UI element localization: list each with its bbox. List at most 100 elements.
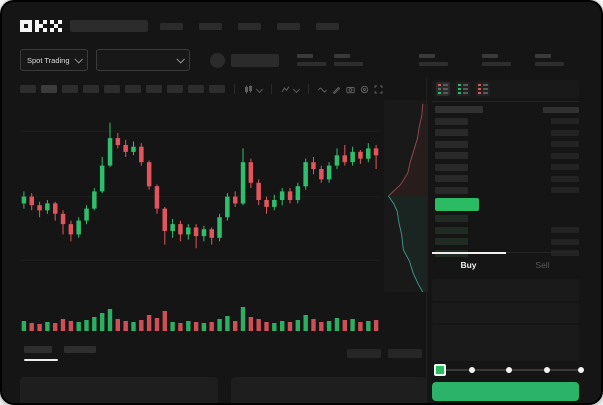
- bid-row[interactable]: [435, 236, 579, 248]
- fullscreen-icon[interactable]: [374, 85, 383, 94]
- price-placeholder: [435, 215, 468, 223]
- stat-label-placeholder: [481, 54, 498, 58]
- ask-row[interactable]: [435, 127, 579, 139]
- timeframe-button-placeholder[interactable]: [41, 85, 57, 93]
- book-icon-cell: [458, 87, 461, 91]
- timeframe-button-placeholder[interactable]: [167, 85, 183, 93]
- amount-placeholder: [551, 118, 579, 125]
- price-placeholder: [435, 238, 468, 246]
- timeframe-button-placeholder[interactable]: [104, 85, 120, 93]
- logo-glyph-X: [50, 20, 62, 32]
- amount-percent-slider[interactable]: [434, 364, 584, 376]
- amount-placeholder: [543, 106, 579, 113]
- book-asks-only-icon[interactable]: [476, 82, 490, 96]
- nav-item-placeholder[interactable]: [160, 22, 183, 30]
- book-header-row[interactable]: [435, 104, 579, 116]
- line-tools-icon[interactable]: [318, 85, 327, 94]
- indicators-icon[interactable]: [281, 85, 301, 94]
- coin-avatar: [209, 52, 225, 68]
- book-icon-line: [482, 92, 488, 94]
- market-stat-placeholder: [534, 54, 564, 66]
- slider-stop[interactable]: [468, 367, 475, 373]
- market-bar: Spot Trading: [20, 48, 583, 72]
- slider-stop[interactable]: [543, 367, 550, 373]
- draw-icon[interactable]: [332, 85, 341, 94]
- price-input[interactable]: [432, 279, 579, 301]
- nav-item-placeholder[interactable]: [277, 22, 300, 30]
- candle-type-icon[interactable]: [244, 85, 264, 94]
- divider: [432, 101, 579, 102]
- tab-sell[interactable]: Sell: [535, 260, 550, 270]
- stat-value-placeholder: [418, 62, 448, 66]
- timeframe-button-placeholder[interactable]: [209, 85, 225, 93]
- pair-select[interactable]: [95, 49, 190, 71]
- settings-icon[interactable]: [360, 85, 369, 94]
- market-type-select[interactable]: Spot Trading: [20, 49, 88, 71]
- timeframe-button-placeholder[interactable]: [188, 85, 204, 93]
- okx-logo[interactable]: [20, 20, 62, 32]
- timeframe-button-placeholder[interactable]: [125, 85, 141, 93]
- slider-stop[interactable]: [578, 367, 584, 373]
- book-icon-line: [462, 92, 468, 94]
- bid-row[interactable]: [435, 225, 579, 237]
- toolbar-separator: [271, 84, 272, 94]
- book-icon-row: [478, 83, 488, 87]
- chart-area[interactable]: [20, 100, 428, 361]
- amount-input[interactable]: [432, 303, 579, 323]
- toolbar-separator: [308, 84, 309, 94]
- logo-glyph-O: [20, 20, 32, 32]
- ask-row[interactable]: [435, 150, 579, 162]
- ask-row[interactable]: [435, 162, 579, 174]
- bid-row[interactable]: [435, 213, 579, 225]
- nav-item-placeholder[interactable]: [199, 22, 222, 30]
- timeframe-button-placeholder[interactable]: [146, 85, 162, 93]
- book-both-sides-icon[interactable]: [436, 82, 450, 96]
- candlestick-chart[interactable]: [20, 100, 380, 295]
- nav-item-placeholder[interactable]: [316, 22, 339, 30]
- book-icon-row: [458, 87, 468, 91]
- price-placeholder: [435, 175, 468, 183]
- book-icon-cell: [438, 87, 441, 91]
- chart-tab-placeholder[interactable]: [64, 346, 96, 353]
- amount-placeholder: [551, 238, 579, 245]
- ask-row[interactable]: [435, 116, 579, 128]
- amount-placeholder: [551, 250, 579, 257]
- book-icon-cell: [478, 91, 481, 95]
- book-icon-cell: [438, 91, 441, 95]
- search-input[interactable]: [70, 20, 148, 32]
- price-placeholder: [435, 140, 468, 148]
- nav-item-placeholder[interactable]: [238, 22, 261, 30]
- timeframe-button-placeholder[interactable]: [20, 85, 36, 93]
- total-input[interactable]: [432, 325, 579, 361]
- market-stats: [279, 54, 564, 66]
- chevron-down-icon: [73, 55, 83, 64]
- slider-stop[interactable]: [506, 367, 512, 373]
- stat-label-placeholder: [418, 54, 435, 58]
- buy-button[interactable]: [432, 382, 579, 401]
- stat-label-placeholder: [296, 54, 313, 58]
- camera-icon[interactable]: [346, 85, 355, 94]
- range-button-placeholder[interactable]: [347, 349, 381, 358]
- range-button-placeholder[interactable]: [388, 349, 422, 358]
- depth-chart: [384, 100, 428, 292]
- timeframe-button-placeholder[interactable]: [62, 85, 78, 93]
- chart-range-controls: [347, 349, 422, 358]
- ask-row[interactable]: [435, 185, 579, 197]
- chart-tab-active-placeholder[interactable]: [24, 346, 52, 353]
- book-icon-line: [482, 88, 488, 90]
- last-price-bar[interactable]: [435, 198, 479, 211]
- amount-placeholder: [551, 129, 579, 136]
- timeframe-button-placeholder[interactable]: [83, 85, 99, 93]
- tab-buy[interactable]: Buy: [460, 260, 477, 270]
- book-icon-cell: [478, 87, 481, 91]
- book-icon-line: [442, 88, 448, 90]
- slider-handle[interactable]: [434, 364, 446, 376]
- ask-row[interactable]: [435, 139, 579, 151]
- book-icon-cell: [458, 83, 461, 87]
- ask-row[interactable]: [435, 173, 579, 185]
- amount-placeholder: [551, 152, 579, 159]
- book-bids-only-icon[interactable]: [456, 82, 470, 96]
- main-nav: [160, 22, 339, 30]
